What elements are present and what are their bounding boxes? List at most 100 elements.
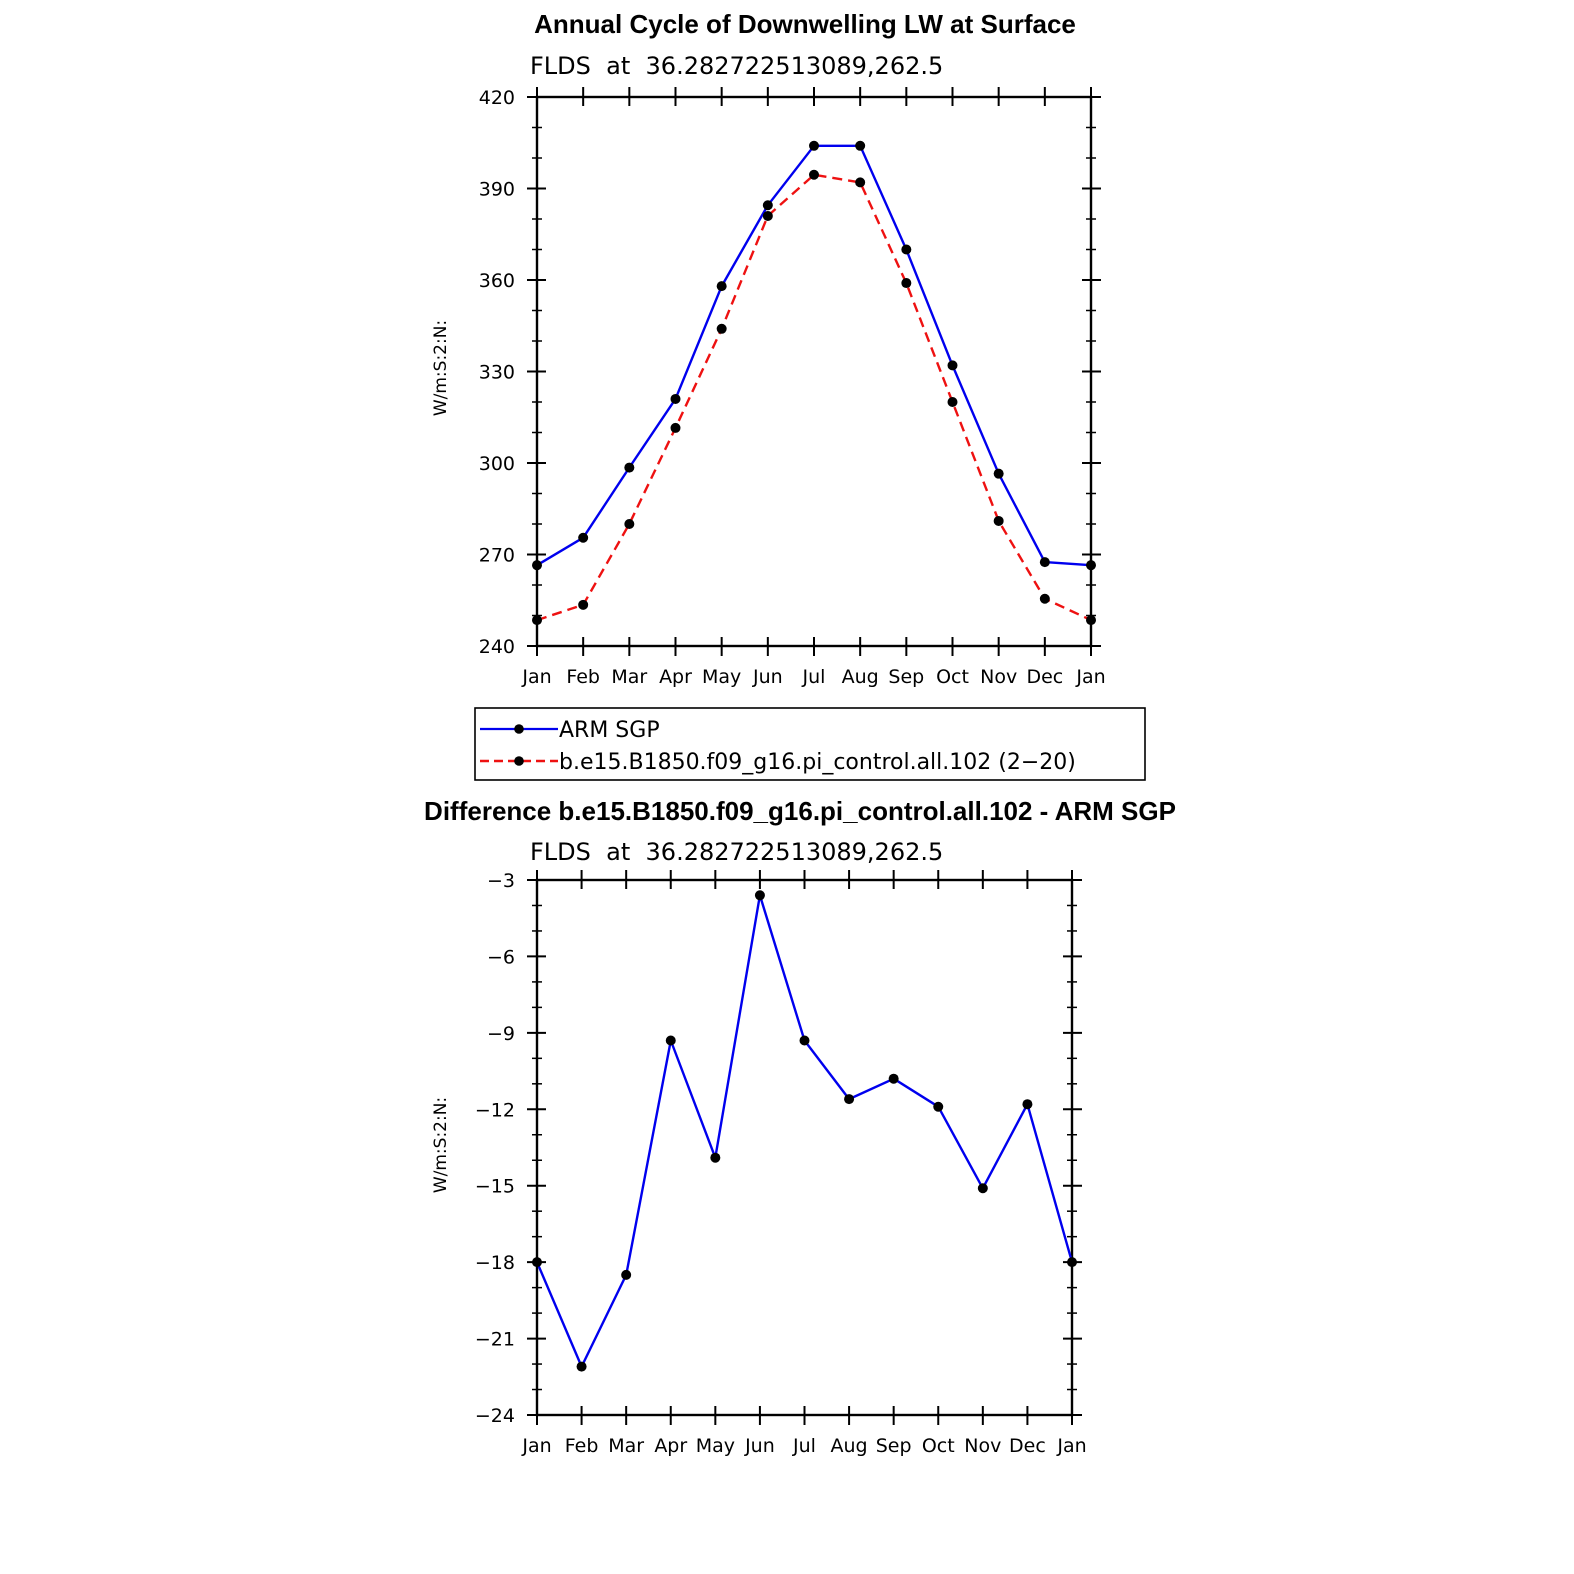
- data-point: [716, 281, 727, 292]
- y-tick-label: −6: [487, 946, 515, 968]
- data-point: [716, 323, 727, 334]
- x-tick-label: Apr: [659, 666, 692, 688]
- y-tick-label: 330: [479, 362, 515, 384]
- y-tick-label: −24: [475, 1405, 515, 1427]
- chart-subtitle: FLDS at 36.282722513089,262.5: [530, 838, 943, 866]
- y-tick-label: 420: [479, 87, 515, 109]
- data-point: [809, 140, 819, 151]
- y-tick-label: −21: [475, 1329, 515, 1351]
- data-point: [844, 1094, 855, 1105]
- data-point: [901, 278, 912, 289]
- data-point: [665, 1035, 676, 1046]
- data-point: [576, 1361, 587, 1372]
- chart-subtitle: FLDS at 36.282722513089,262.5: [530, 52, 943, 80]
- x-tick-label: Oct: [936, 666, 969, 688]
- data-point: [532, 1257, 542, 1268]
- y-axis-label: W/m:S:2:N:: [431, 1097, 451, 1193]
- plot-area: Jan Feb Mar Apr May Jun Jul Aug Sep Oct Nov Dec Jan 2…: [479, 87, 1106, 688]
- data-point: [1086, 560, 1096, 571]
- series-line-0: [536, 144, 1092, 567]
- x-tick-label: Jan: [521, 666, 551, 688]
- legend-marker-model: [514, 756, 524, 766]
- y-tick-label: 270: [479, 545, 515, 567]
- data-point: [1067, 1257, 1077, 1268]
- x-tick-label: Jun: [752, 666, 783, 688]
- data-point: [809, 169, 819, 180]
- x-tick-label: Jul: [792, 1435, 816, 1457]
- data-point: [855, 177, 866, 188]
- series-line-1: [536, 173, 1092, 622]
- y-tick-label: −18: [475, 1252, 515, 1274]
- data-point: [1039, 557, 1050, 568]
- data-point: [578, 532, 589, 543]
- x-tick-label: Dec: [1026, 666, 1063, 688]
- data-point: [855, 140, 866, 151]
- legend-box: [474, 707, 1146, 781]
- data-point: [947, 360, 958, 371]
- data-point: [532, 615, 542, 626]
- legend-marker-obs: [514, 724, 524, 734]
- x-tick-label: Jan: [521, 1435, 551, 1457]
- x-tick-label: Nov: [980, 666, 1017, 688]
- x-tick-label: Aug: [842, 666, 879, 688]
- y-tick-label: 300: [479, 453, 515, 475]
- x-tick-label: Jan: [1075, 666, 1105, 688]
- difference-chart: Difference b.e15.B1850.f09_g16.pi_contro…: [424, 796, 1176, 1457]
- y-axis-label: W/m:S:2:N:: [431, 320, 451, 416]
- chart-title: Difference b.e15.B1850.f09_g16.pi_contro…: [424, 796, 1176, 826]
- data-point: [799, 1035, 810, 1046]
- y-tick-label: −12: [475, 1099, 515, 1121]
- legend-label-model: b.e15.B1850.f09_g16.pi_control.all.102 (…: [559, 750, 1076, 775]
- annual-cycle-chart: Annual Cycle of Downwelling LW at Surfac…: [431, 9, 1106, 688]
- x-tick-label: Jun: [744, 1435, 775, 1457]
- plot-area: Jan Feb Mar Apr May Jun Jul Aug Sep Oct Nov Dec Jan−…: [475, 870, 1087, 1457]
- chart-title: Annual Cycle of Downwelling LW at Surfac…: [534, 9, 1076, 39]
- series-line-0: [535, 894, 1074, 1368]
- y-tick-label: 390: [479, 179, 515, 201]
- y-tick-label: 240: [479, 636, 515, 658]
- data-point: [1039, 593, 1050, 604]
- x-tick-label: Nov: [964, 1435, 1001, 1457]
- y-tick-label: 360: [479, 270, 515, 292]
- data-point: [754, 890, 765, 901]
- x-tick-label: Mar: [608, 1435, 644, 1457]
- data-point: [670, 393, 681, 404]
- data-point: [624, 462, 635, 473]
- data-point: [532, 560, 542, 571]
- x-tick-label: Jan: [1056, 1435, 1086, 1457]
- data-point: [888, 1073, 899, 1084]
- x-tick-label: May: [702, 666, 741, 688]
- data-point: [901, 244, 912, 255]
- data-point: [993, 515, 1004, 526]
- x-tick-label: Apr: [654, 1435, 687, 1457]
- x-tick-label: Feb: [565, 1435, 599, 1457]
- data-point: [710, 1152, 721, 1163]
- data-point: [1022, 1099, 1033, 1110]
- x-tick-label: Mar: [611, 666, 647, 688]
- x-tick-label: Feb: [566, 666, 600, 688]
- y-tick-label: −3: [487, 870, 515, 892]
- x-tick-label: Aug: [831, 1435, 868, 1457]
- legend-label-obs: ARM SGP: [559, 718, 660, 743]
- x-tick-label: May: [696, 1435, 735, 1457]
- y-tick-label: −9: [487, 1023, 515, 1045]
- data-point: [670, 422, 681, 433]
- data-point: [933, 1101, 944, 1112]
- y-tick-label: −15: [475, 1176, 515, 1198]
- x-tick-label: Sep: [888, 666, 924, 688]
- x-tick-label: Sep: [876, 1435, 912, 1457]
- x-tick-label: Oct: [922, 1435, 955, 1457]
- data-point: [762, 210, 773, 221]
- plot-frame: [535, 878, 1074, 1417]
- x-tick-label: Dec: [1009, 1435, 1046, 1457]
- data-point: [624, 519, 635, 529]
- data-point: [947, 397, 958, 407]
- data-point: [621, 1269, 632, 1280]
- data-point: [762, 200, 773, 211]
- x-tick-label: Jul: [802, 666, 826, 688]
- data-point: [993, 468, 1004, 479]
- data-point: [977, 1183, 988, 1194]
- legend: ARM SGP b.e15.B1850.f09_g16.pi_control.a…: [474, 707, 1146, 781]
- data-point: [1086, 615, 1096, 626]
